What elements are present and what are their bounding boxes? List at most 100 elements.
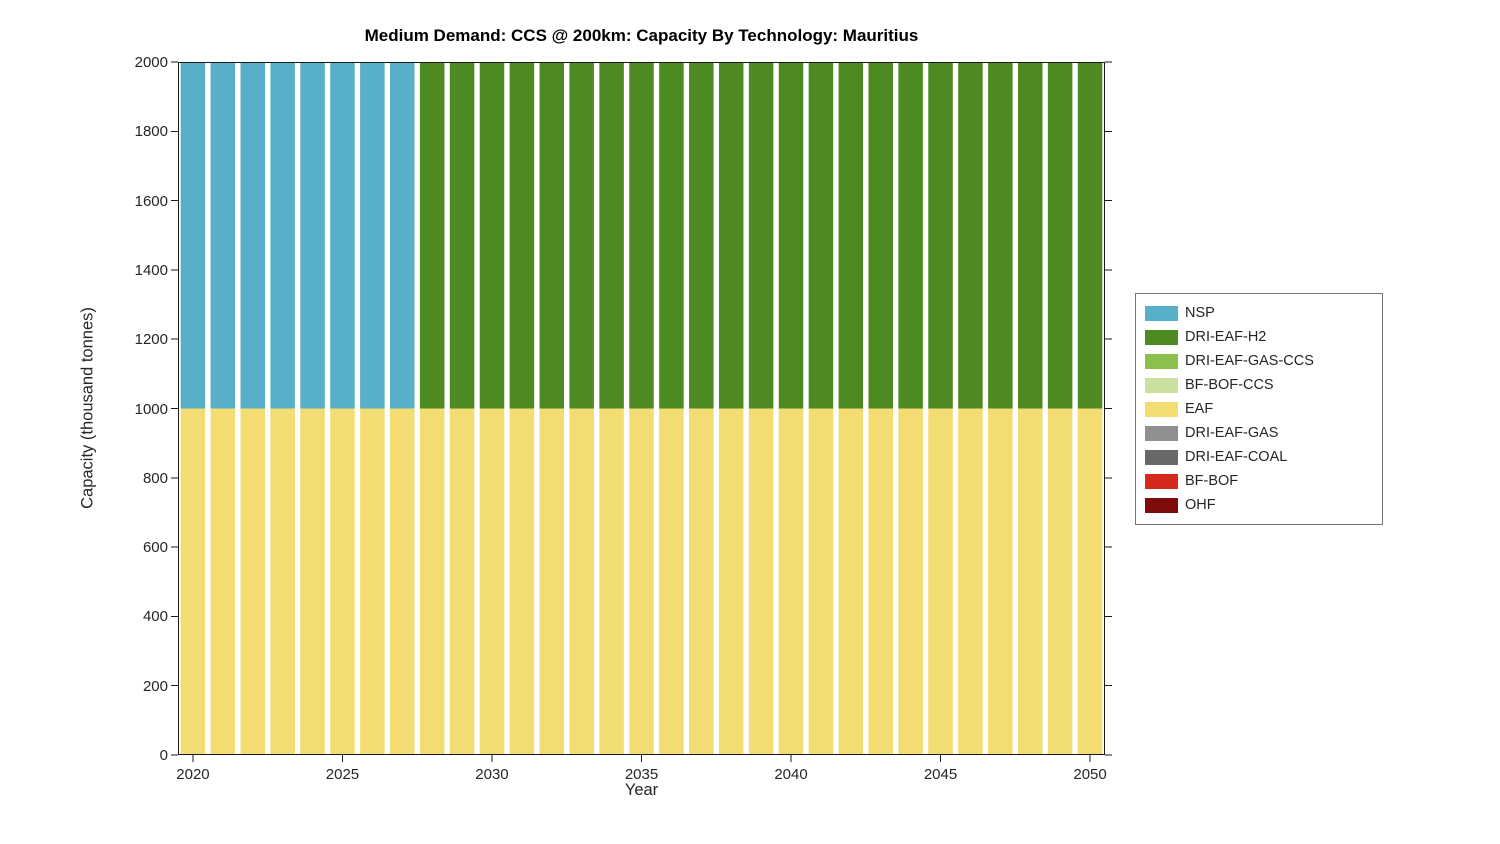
bar-segment-dri-eaf-h2-2032: [539, 62, 565, 409]
y-tick-label: 0: [159, 747, 168, 764]
bar-segment-dri-eaf-h2-2038: [718, 62, 744, 409]
legend-item-dri-eaf-gas-ccs: DRI-EAF-GAS-CCS: [1145, 349, 1373, 373]
bar-segment-dri-eaf-h2-2040: [778, 62, 804, 409]
y-axis-label: Capacity (thousand tonnes): [78, 307, 97, 509]
legend-swatch-icon: [1145, 425, 1178, 441]
bar-segment-eaf-2032: [539, 408, 565, 755]
legend-label: BF-BOF: [1185, 473, 1239, 489]
bar-segment-dri-eaf-h2-2035: [629, 62, 654, 409]
x-tick-label: 2040: [774, 766, 808, 783]
bar-segment-dri-eaf-h2-2031: [509, 62, 535, 409]
chart-title: Medium Demand: CCS @ 200km: Capacity By …: [364, 26, 919, 45]
bar-segment-eaf-2035: [629, 408, 654, 755]
legend-item-nsp: NSP: [1145, 301, 1373, 325]
bar-segment-eaf-2030: [479, 408, 505, 755]
bar-segment-eaf-2034: [599, 408, 624, 755]
x-tick-label: 2030: [475, 766, 509, 783]
bar-segment-eaf-2033: [569, 408, 594, 755]
bar-segment-eaf-2044: [898, 408, 923, 755]
y-tick-label: 2000: [134, 54, 168, 71]
y-tick-label: 1000: [134, 400, 168, 418]
bar-segment-nsp-2021: [210, 62, 236, 409]
legend-swatch-icon: [1145, 449, 1178, 465]
x-axis-label: Year: [624, 781, 659, 799]
bar-segment-eaf-2047: [988, 408, 1013, 755]
legend-item-dri-eaf-coal: DRI-EAF-COAL: [1145, 445, 1373, 469]
bar-segment-nsp-2024: [300, 62, 325, 409]
legend-item-bf-bof-ccs: BF-BOF-CCS: [1145, 373, 1373, 397]
legend-item-dri-eaf-h2: DRI-EAF-H2: [1145, 325, 1373, 349]
y-tick-label: 400: [142, 608, 168, 626]
bar-segment-dri-eaf-h2-2036: [659, 62, 684, 409]
bar-segment-dri-eaf-h2-2045: [928, 62, 953, 409]
bar-segment-eaf-2025: [330, 408, 355, 755]
bar-segment-eaf-2045: [928, 408, 953, 755]
bar-segment-eaf-2028: [419, 408, 445, 755]
bar-segment-dri-eaf-h2-2042: [838, 62, 864, 409]
y-tick-label: 1800: [134, 123, 168, 141]
bar-segment-eaf-2022: [240, 408, 266, 755]
bar-segment-dri-eaf-h2-2039: [748, 62, 774, 409]
bar-segment-eaf-2049: [1047, 408, 1073, 755]
legend-label: DRI-EAF-GAS-CCS: [1185, 353, 1314, 369]
bar-segment-dri-eaf-h2-2033: [569, 62, 594, 409]
legend-label: DRI-EAF-COAL: [1185, 449, 1288, 465]
bar-segment-eaf-2043: [868, 408, 893, 755]
bar-segment-dri-eaf-h2-2029: [449, 62, 475, 409]
legend-label: DRI-EAF-H2: [1185, 329, 1267, 345]
bar-segment-dri-eaf-h2-2048: [1017, 62, 1043, 409]
bar-segment-eaf-2038: [718, 408, 744, 755]
y-tick-label: 1200: [134, 331, 168, 349]
y-tick-label: 200: [142, 677, 168, 695]
x-tick-label: 2025: [325, 766, 360, 783]
bar-segment-dri-eaf-h2-2050: [1077, 62, 1103, 409]
y-tick-label: 600: [142, 539, 168, 557]
x-tick-label: 2045: [923, 766, 958, 783]
bar-segment-eaf-2024: [300, 408, 325, 755]
legend: NSP DRI-EAF-H2 DRI-EAF-GAS-CCS BF-BOF-CCS EA…: [1135, 293, 1383, 525]
legend-label: DRI-EAF-GAS: [1185, 425, 1279, 441]
legend-item-ohf: OHF: [1145, 493, 1373, 517]
legend-swatch-icon: [1145, 305, 1178, 321]
legend-swatch-icon: [1145, 473, 1178, 489]
legend-swatch-icon: [1145, 353, 1178, 369]
bar-segment-dri-eaf-h2-2028: [419, 62, 445, 409]
bar-segment-eaf-2041: [808, 408, 834, 755]
bar-segment-eaf-2050: [1077, 408, 1103, 755]
bar-segment-eaf-2036: [659, 408, 684, 755]
legend-label: BF-BOF-CCS: [1185, 377, 1274, 393]
bar-segment-nsp-2022: [240, 62, 266, 409]
legend-label: NSP: [1185, 305, 1215, 321]
bars-canvas: [171, 61, 1112, 762]
bar-segment-eaf-2039: [748, 408, 774, 755]
bar-segment-eaf-2040: [778, 408, 804, 755]
x-tick-label: 2050: [1073, 766, 1107, 783]
bar-segment-dri-eaf-h2-2043: [868, 62, 893, 409]
bar-segment-dri-eaf-h2-2037: [689, 62, 714, 409]
bar-segment-nsp-2020: [180, 62, 206, 409]
legend-label: OHF: [1185, 497, 1216, 513]
axes-box: [178, 62, 1105, 755]
bar-segment-eaf-2021: [210, 408, 236, 755]
bar-segment-eaf-2048: [1017, 408, 1043, 755]
bar-segment-eaf-2026: [360, 408, 385, 755]
bar-segment-dri-eaf-h2-2030: [479, 62, 505, 409]
bar-segment-eaf-2037: [689, 408, 714, 755]
legend-swatch-icon: [1145, 401, 1178, 417]
bar-segment-eaf-2031: [509, 408, 535, 755]
bar-segment-nsp-2026: [360, 62, 385, 409]
legend-swatch-icon: [1145, 377, 1178, 393]
y-tick-label: 800: [142, 469, 168, 487]
bar-segment-eaf-2027: [390, 408, 415, 755]
legend-swatch-icon: [1145, 329, 1178, 345]
legend-item-eaf: EAF: [1145, 397, 1373, 421]
bar-segment-dri-eaf-h2-2047: [988, 62, 1013, 409]
bar-segment-dri-eaf-h2-2046: [958, 62, 983, 409]
legend-item-bf-bof: BF-BOF: [1145, 469, 1373, 493]
y-tick-label: 1600: [134, 192, 168, 210]
bar-segment-nsp-2025: [330, 62, 355, 409]
bar-segment-nsp-2023: [270, 62, 295, 409]
bar-segment-dri-eaf-h2-2034: [599, 62, 624, 409]
x-tick-label: 2020: [176, 766, 210, 783]
